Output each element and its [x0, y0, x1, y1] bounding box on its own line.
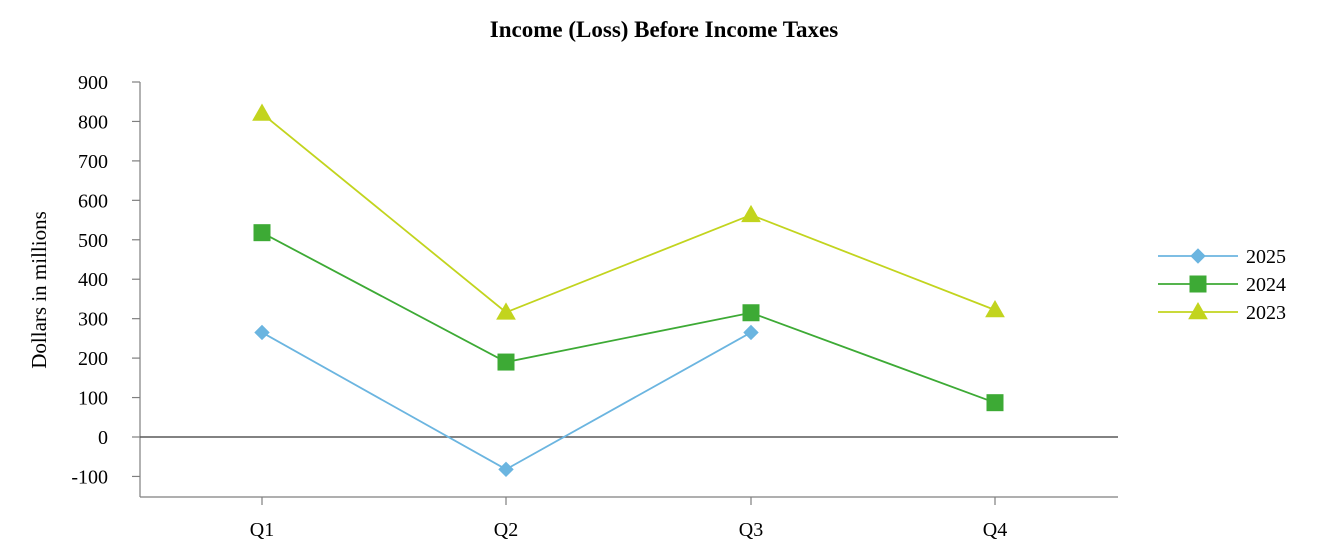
series-line-2025 — [261, 331, 752, 471]
axes — [132, 81, 1118, 505]
series-2024 — [253, 224, 1004, 412]
y-tick-label: 800 — [78, 111, 108, 133]
legend-item-2025: 2025 — [1158, 246, 1286, 268]
x-tick-label: Q1 — [250, 519, 274, 541]
y-tick-label: 100 — [78, 388, 108, 410]
series-line-2023 — [261, 112, 996, 314]
y-tick-label: 0 — [98, 427, 108, 449]
y-tick-label: 400 — [78, 269, 108, 291]
y-tick-label: -100 — [71, 466, 108, 488]
y-axis-label: Dollars in millions — [27, 211, 51, 369]
series-line-2024 — [261, 231, 996, 404]
y-tick-label: 500 — [78, 230, 108, 252]
data-point-2025 — [743, 324, 759, 341]
data-point-2023 — [985, 299, 1005, 318]
legend-marker — [1189, 275, 1207, 293]
series-layer — [252, 103, 1005, 478]
data-point-2023 — [252, 103, 272, 121]
legend-label: 2024 — [1246, 274, 1286, 296]
data-point-2024 — [742, 304, 760, 322]
series-2023 — [252, 103, 1005, 320]
data-point-2024 — [497, 353, 515, 371]
legend-marker — [1188, 301, 1208, 320]
chart-title: Income (Loss) Before Income Taxes — [490, 17, 838, 42]
data-point-2025 — [254, 324, 270, 341]
data-point-2023 — [496, 302, 516, 320]
tick-labels: 900 800 700 600 500 400 300 200 100 0 -100 Q1 Q2 Q3 Q4 — [71, 72, 1007, 541]
y-tick-label: 200 — [78, 348, 108, 370]
y-tick-label: 900 — [78, 72, 108, 94]
legend-label: 2023 — [1246, 302, 1286, 324]
y-tick-label: 300 — [78, 309, 108, 331]
legend-item-2023: 2023 — [1158, 301, 1286, 324]
data-point-2024 — [986, 394, 1004, 412]
legend-marker — [1190, 248, 1206, 264]
x-tick-label: Q2 — [494, 519, 518, 541]
x-tick-label: Q4 — [983, 519, 1007, 541]
legend: 2025 2024 2023 — [1158, 246, 1286, 324]
x-tick-label: Q3 — [739, 519, 763, 541]
series-2025 — [254, 324, 759, 478]
legend-item-2024: 2024 — [1158, 274, 1286, 296]
y-tick-label: 700 — [78, 151, 108, 173]
data-point-2024 — [253, 224, 271, 242]
y-tick-label: 600 — [78, 190, 108, 212]
legend-label: 2025 — [1246, 246, 1286, 268]
data-point-2023 — [741, 204, 761, 223]
data-point-2025 — [498, 461, 514, 478]
